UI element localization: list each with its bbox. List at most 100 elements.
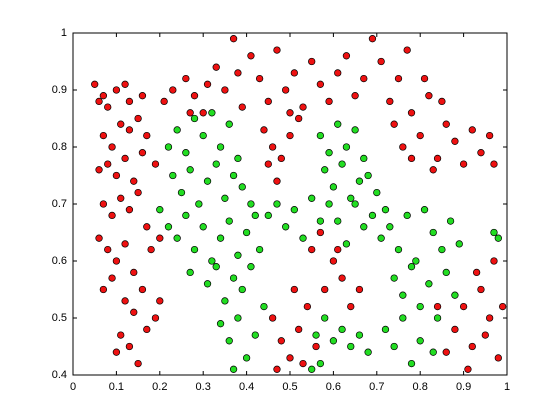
x-tick-label: 1: [504, 381, 510, 393]
point: [485, 131, 494, 140]
point: [438, 245, 446, 254]
point: [399, 291, 407, 299]
point: [321, 314, 329, 322]
point: [472, 268, 481, 277]
point: [334, 120, 342, 128]
point: [282, 86, 290, 94]
point: [412, 257, 420, 265]
point: [229, 35, 238, 43]
point: [242, 228, 251, 237]
point: [360, 223, 368, 231]
point: [347, 302, 355, 311]
point: [221, 194, 229, 202]
point: [264, 97, 272, 106]
point: [316, 131, 325, 140]
point: [459, 160, 468, 168]
point: [203, 80, 212, 88]
point: [351, 200, 359, 208]
point: [273, 365, 281, 373]
point: [329, 183, 338, 191]
point: [386, 223, 394, 231]
x-tick-label: 0.2: [152, 381, 167, 393]
point: [134, 114, 142, 123]
point: [420, 74, 429, 83]
point: [260, 126, 268, 134]
point: [403, 211, 411, 220]
point: [234, 251, 242, 259]
point: [95, 97, 103, 106]
point: [143, 223, 151, 231]
point: [485, 314, 494, 322]
point: [451, 137, 459, 145]
point: [494, 234, 502, 242]
point: [208, 257, 216, 265]
point: [355, 331, 364, 339]
point: [112, 257, 121, 265]
point: [464, 365, 472, 373]
point: [238, 183, 246, 191]
point: [190, 114, 199, 123]
point: [403, 46, 411, 54]
point: [182, 149, 190, 157]
x-tick-label: 0.8: [413, 381, 428, 393]
point: [299, 234, 307, 242]
point: [273, 200, 281, 208]
point: [390, 120, 398, 128]
point: [130, 177, 138, 185]
point: [264, 211, 272, 220]
x-tick-label: 0.7: [369, 381, 384, 393]
point: [255, 245, 264, 254]
point: [329, 337, 338, 345]
point: [125, 342, 134, 351]
point: [221, 86, 229, 94]
point: [208, 109, 216, 117]
point: [303, 302, 312, 311]
point: [325, 149, 333, 157]
point: [138, 285, 147, 294]
point: [112, 348, 121, 356]
point: [364, 171, 372, 180]
point: [321, 285, 329, 294]
point: [334, 69, 342, 77]
point: [316, 359, 325, 368]
point: [225, 217, 233, 225]
point: [499, 302, 507, 311]
point: [99, 200, 108, 208]
point: [425, 280, 433, 288]
point: [125, 206, 134, 214]
point: [203, 280, 212, 288]
y-tick-label: 1: [61, 27, 67, 39]
point: [247, 200, 255, 208]
point: [234, 314, 242, 322]
point: [282, 223, 290, 231]
point: [351, 92, 359, 100]
point: [199, 223, 207, 231]
point: [459, 302, 468, 311]
point: [117, 331, 125, 339]
point: [264, 160, 272, 168]
point: [186, 268, 194, 277]
point: [377, 234, 385, 242]
point: [108, 211, 116, 220]
point: [190, 245, 199, 254]
point: [325, 97, 333, 106]
point: [451, 291, 459, 299]
point: [225, 120, 233, 128]
point: [169, 86, 177, 94]
point: [234, 154, 242, 163]
point: [108, 143, 116, 151]
point: [342, 143, 351, 151]
x-tick-label: 0.3: [196, 381, 211, 393]
point: [442, 268, 450, 277]
point: [295, 325, 303, 334]
point: [347, 342, 355, 351]
point: [134, 359, 142, 368]
point: [338, 160, 346, 168]
x-tick-label: 0.4: [239, 381, 254, 393]
point: [251, 211, 259, 220]
y-tick-label: 0.9: [52, 84, 67, 96]
point: [381, 325, 390, 334]
point: [199, 109, 207, 117]
point: [477, 285, 485, 294]
point: [199, 131, 207, 140]
